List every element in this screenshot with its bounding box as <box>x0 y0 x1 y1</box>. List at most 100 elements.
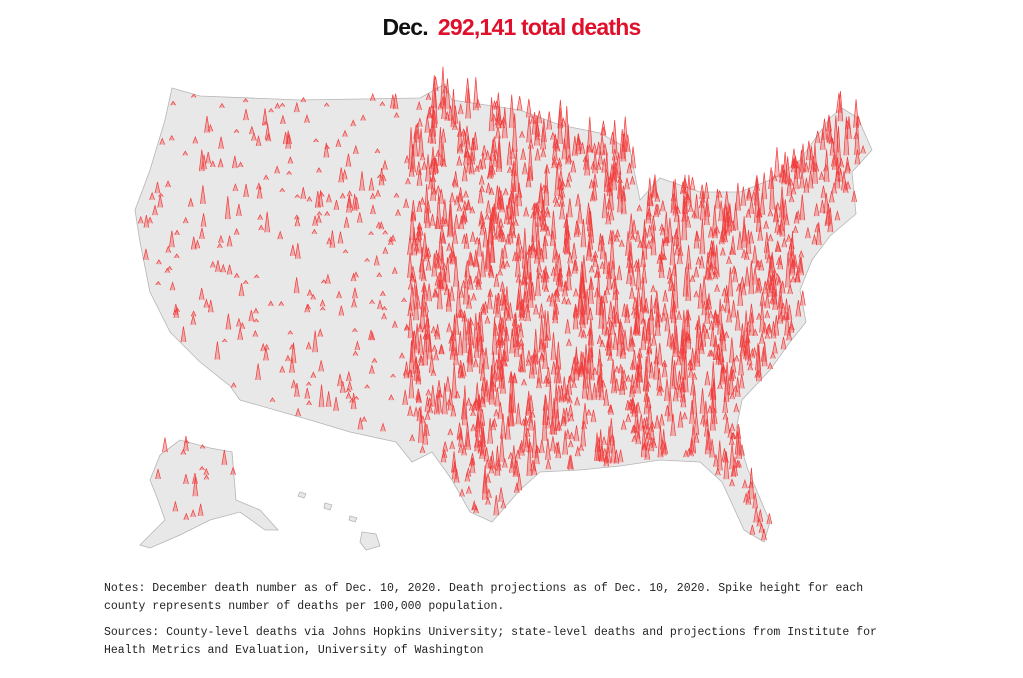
county-spike <box>595 141 602 155</box>
county-spike <box>407 405 413 417</box>
county-spike <box>672 386 679 402</box>
county-spike <box>286 170 292 175</box>
county-spike <box>436 390 442 413</box>
county-spike <box>567 252 573 264</box>
county-spike <box>549 292 556 307</box>
county-spike <box>319 299 326 307</box>
county-spike <box>592 151 598 174</box>
county-spike <box>549 230 556 247</box>
county-spike <box>456 155 463 166</box>
county-spike <box>453 347 459 366</box>
county-spike <box>277 230 284 240</box>
county-spike <box>237 327 244 340</box>
county-spike <box>470 409 476 417</box>
county-spike <box>441 269 448 291</box>
county-spike <box>203 467 210 476</box>
county-spike <box>594 287 600 298</box>
county-spike <box>335 138 342 147</box>
county-spike <box>425 92 432 101</box>
county-spike <box>688 447 694 457</box>
county-spike <box>447 389 454 411</box>
county-spike <box>427 128 434 144</box>
county-spike <box>536 361 543 384</box>
county-spike <box>523 436 530 452</box>
county-spike <box>369 331 376 341</box>
county-spike <box>300 96 307 103</box>
county-spike <box>723 375 730 403</box>
county-spike <box>480 430 487 456</box>
county-spike <box>483 347 489 370</box>
county-spike <box>289 357 295 373</box>
county-spike <box>402 389 409 405</box>
county-spike <box>498 364 505 389</box>
county-spike <box>785 252 791 288</box>
county-spike <box>565 297 572 305</box>
county-spike <box>374 148 381 154</box>
county-spike <box>651 333 657 346</box>
county-spike <box>360 114 366 121</box>
county-spike <box>493 359 500 370</box>
county-spike <box>526 116 533 143</box>
county-spike <box>567 439 574 448</box>
county-spike <box>479 382 486 408</box>
county-spike <box>479 363 486 381</box>
county-spike <box>733 402 740 413</box>
county-spike <box>786 173 793 197</box>
county-spike <box>248 309 255 322</box>
county-spike <box>770 321 777 339</box>
county-spike <box>456 203 463 212</box>
county-spike <box>432 76 439 91</box>
county-spike <box>468 158 475 175</box>
county-spike <box>672 203 679 216</box>
county-spike <box>774 273 781 284</box>
county-spike <box>451 363 458 399</box>
county-spike <box>488 368 495 405</box>
total-deaths: 292,141 total deaths <box>437 14 641 40</box>
county-spike <box>457 330 464 356</box>
county-spike <box>519 342 526 373</box>
county-spike <box>729 443 735 470</box>
county-spike <box>430 368 437 376</box>
county-spike <box>538 338 544 353</box>
county-spike <box>450 405 457 417</box>
county-spike <box>635 431 642 445</box>
county-spike <box>477 188 484 204</box>
county-spike <box>726 255 732 265</box>
county-spike <box>594 432 600 462</box>
county-spike <box>783 298 790 320</box>
county-spike <box>753 506 760 523</box>
county-spike <box>484 149 491 161</box>
county-spike <box>531 462 538 476</box>
county-spike <box>515 402 522 425</box>
county-spike <box>305 341 312 350</box>
county-spike <box>529 281 536 301</box>
county-spike <box>474 164 480 173</box>
county-spike <box>488 186 495 195</box>
county-spike <box>578 362 585 378</box>
county-spike <box>574 395 581 406</box>
county-spike <box>654 415 661 429</box>
county-spike <box>512 312 519 348</box>
county-spike <box>467 317 474 346</box>
county-spike <box>653 204 660 218</box>
county-spike <box>375 189 381 197</box>
county-spike <box>497 325 504 346</box>
county-spike <box>766 513 773 525</box>
county-spike <box>305 381 312 386</box>
county-spike <box>438 188 445 205</box>
county-spike <box>496 141 502 172</box>
county-spike <box>535 212 542 228</box>
county-spike <box>480 251 486 278</box>
notes-text: Notes: December death number as of Dec. … <box>104 582 864 613</box>
county-spike <box>444 257 451 283</box>
county-spike <box>599 339 606 348</box>
county-spike <box>199 444 206 449</box>
county-spike <box>242 279 249 285</box>
county-spike <box>530 235 536 259</box>
county-spike <box>720 246 726 256</box>
county-spike <box>421 232 428 257</box>
county-spike <box>243 108 249 121</box>
county-spike <box>730 465 737 478</box>
county-spike <box>359 171 365 191</box>
county-spike <box>474 411 481 438</box>
